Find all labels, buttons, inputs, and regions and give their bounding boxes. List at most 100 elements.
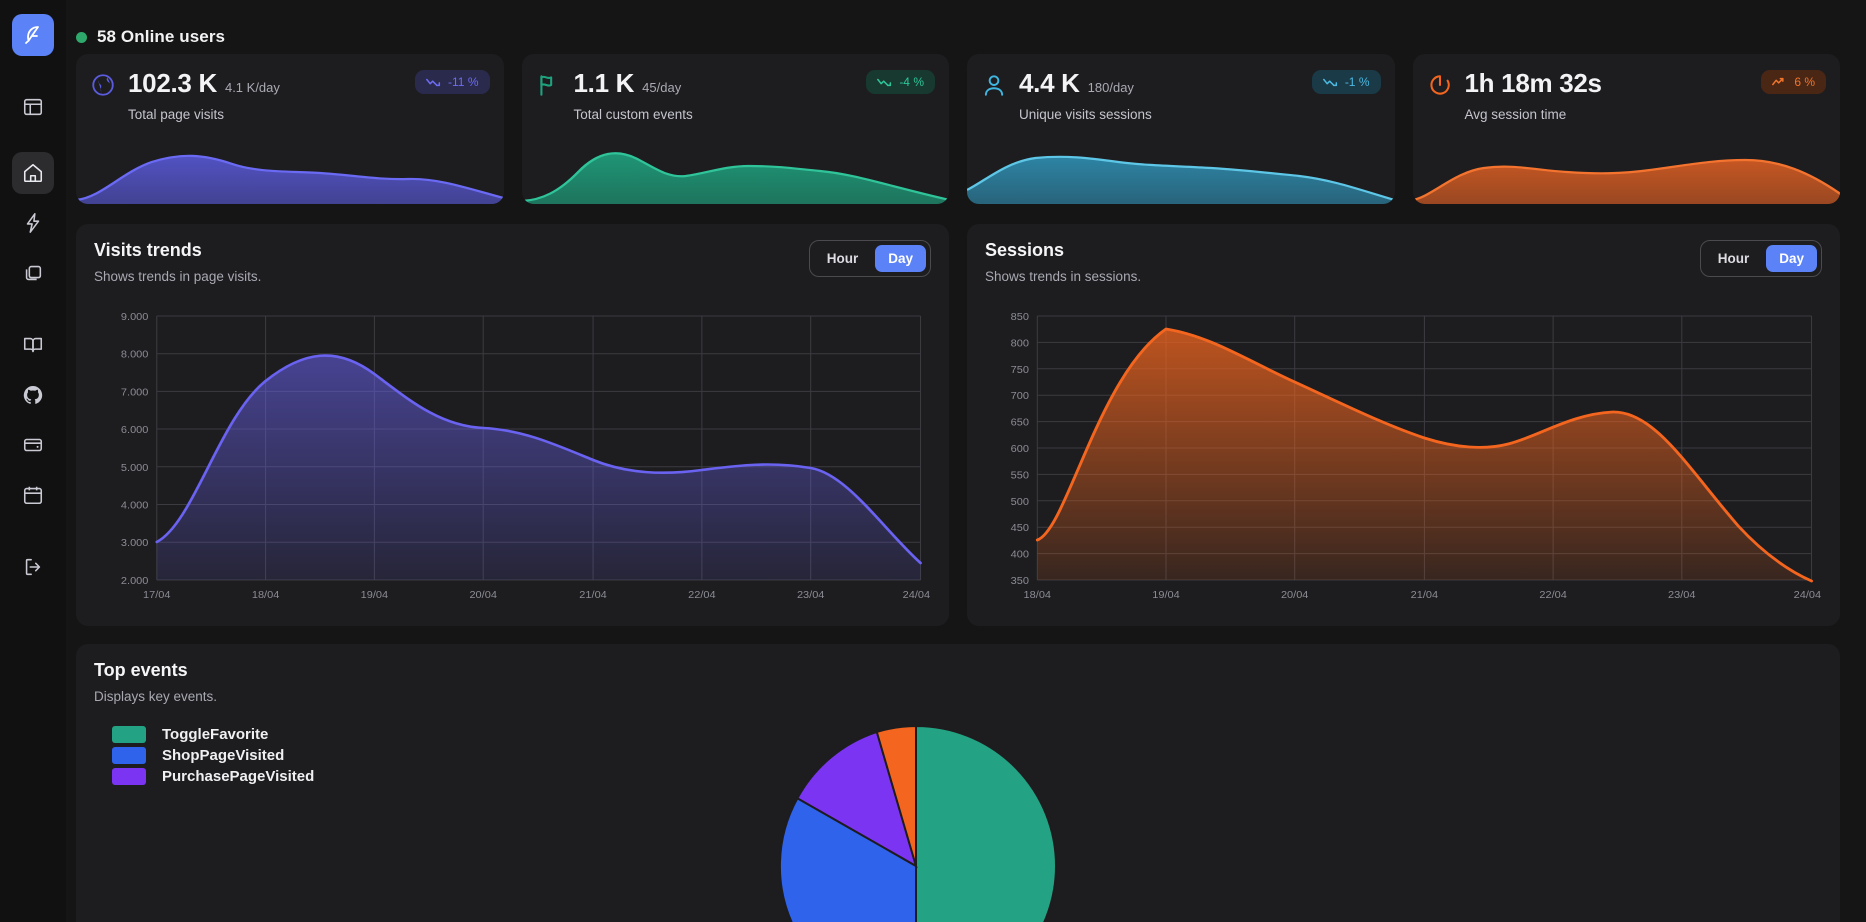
sidebar-item-logout[interactable] [12, 546, 54, 588]
sidebar-item-github[interactable] [12, 374, 54, 416]
panel-subtitle: Shows trends in sessions. [985, 269, 1142, 284]
visits-granularity-toggle[interactable]: Hour Day [808, 240, 931, 277]
kpi-badge-text: 6 % [1794, 75, 1815, 89]
feather-logo-icon [21, 23, 45, 47]
svg-text:450: 450 [1011, 522, 1029, 534]
github-icon [22, 384, 44, 406]
svg-text:750: 750 [1011, 364, 1029, 376]
y-axis-labels: 850 800 750 700 650 600 550 500 450 400 … [1011, 311, 1029, 587]
svg-text:550: 550 [1011, 470, 1029, 482]
kpi-card-unique-visits-sessions[interactable]: 4.4 K 180/day Unique visits sessions -1 … [967, 54, 1395, 204]
kpi-label: Avg session time [1464, 107, 1567, 122]
top-events-pie-chart[interactable] [766, 716, 1066, 922]
legend-label: ShopPageVisited [162, 747, 285, 764]
sidebar-item-home[interactable] [12, 152, 54, 194]
kpi-trend-badge: -11 % [415, 70, 490, 94]
online-users-label: 58 Online users [97, 27, 226, 46]
svg-text:3.000: 3.000 [121, 537, 148, 549]
sessions-chart[interactable]: 850 800 750 700 650 600 550 500 450 400 … [985, 298, 1822, 616]
y-axis-labels: 9.000 8.000 7.000 6.000 5.000 4.000 3.00… [121, 311, 148, 587]
panel-subtitle: Shows trends in page visits. [94, 269, 262, 284]
trend-panels-row: Visits trends Shows trends in page visit… [66, 204, 1866, 626]
lightning-bolt-icon [22, 212, 44, 234]
legend-item[interactable]: ToggleFavorite [112, 726, 614, 743]
copy-layers-icon [22, 262, 44, 284]
svg-text:850: 850 [1011, 311, 1029, 323]
legend-item[interactable]: PurchasePageVisited [112, 768, 614, 785]
trend-up-icon [1772, 77, 1787, 87]
svg-text:350: 350 [1011, 575, 1029, 587]
sidebar-item-analytics[interactable] [12, 202, 54, 244]
user-icon [981, 72, 1007, 98]
svg-text:7.000: 7.000 [121, 387, 148, 399]
panel-title: Sessions [985, 240, 1065, 260]
top-events-legend: ToggleFavorite ShopPageVisited PurchaseP… [94, 726, 614, 789]
main-content: 58 Online users 102.3 K [66, 0, 1866, 922]
visits-line [155, 354, 922, 565]
svg-text:9.000: 9.000 [121, 311, 148, 323]
legend-swatch [112, 747, 146, 764]
pie-slice-shoppagevisited [778, 796, 917, 922]
sidebar [0, 0, 66, 922]
flag-icon [536, 72, 562, 98]
kpi-sparkline [521, 138, 949, 204]
online-status-dot [76, 31, 87, 43]
svg-text:17/04: 17/04 [143, 589, 170, 601]
sidebar-item-billing[interactable] [12, 424, 54, 466]
top-events-panel: Top events Displays key events. ToggleFa… [76, 644, 1840, 922]
panel-subtitle: Displays key events. [94, 689, 218, 704]
sidebar-item-logo[interactable] [12, 14, 54, 56]
svg-text:6.000: 6.000 [121, 424, 148, 436]
svg-text:24/04: 24/04 [903, 589, 930, 601]
pie-slice-togglefavorite [915, 724, 1057, 922]
kpi-badge-text: -11 % [448, 75, 479, 89]
visits-trends-chart[interactable]: 9.000 8.000 7.000 6.000 5.000 4.000 3.00… [94, 298, 931, 616]
trend-down-icon [1322, 77, 1338, 87]
kpi-rate: 180/day [1087, 80, 1134, 95]
svg-text:700: 700 [1011, 390, 1029, 402]
sidebar-item-calendar[interactable] [12, 474, 54, 516]
svg-text:23/04: 23/04 [1668, 589, 1695, 601]
svg-text:23/04: 23/04 [797, 589, 824, 601]
svg-text:18/04: 18/04 [252, 589, 279, 601]
sessions-area [1037, 329, 1812, 581]
svg-text:20/04: 20/04 [1281, 589, 1308, 601]
svg-text:5.000: 5.000 [121, 462, 148, 474]
legend-swatch [112, 726, 146, 743]
svg-text:600: 600 [1011, 443, 1029, 455]
toggle-option-day[interactable]: Day [1766, 245, 1817, 272]
kpi-card-avg-session-time[interactable]: 1h 18m 32s Avg session time 6 % [1412, 54, 1840, 204]
sidebar-item-dashboard[interactable] [12, 86, 54, 128]
sidebar-item-layers[interactable] [12, 252, 54, 294]
kpi-trend-badge: -4 % [866, 70, 935, 94]
svg-text:4.000: 4.000 [121, 500, 148, 512]
panel-title: Visits trends [94, 240, 202, 260]
kpi-badge-text: -1 % [1344, 75, 1370, 89]
svg-text:2.000: 2.000 [121, 575, 148, 587]
sessions-granularity-toggle[interactable]: Hour Day [1699, 240, 1822, 277]
svg-text:20/04: 20/04 [469, 589, 496, 601]
x-axis-labels: 17/04 18/04 19/04 20/04 21/04 22/04 23/0… [143, 589, 930, 601]
kpi-card-total-page-visits[interactable]: 102.3 K 4.1 K/day Total page visits -11 … [76, 54, 504, 204]
svg-text:24/04: 24/04 [1794, 589, 1821, 601]
visits-area [156, 355, 921, 580]
online-users-row: 58 Online users [66, 0, 1866, 54]
kpi-trend-badge: -1 % [1311, 70, 1381, 94]
toggle-option-hour[interactable]: Hour [1717, 251, 1750, 266]
toggle-option-hour[interactable]: Hour [826, 251, 859, 266]
kpi-card-row: 102.3 K 4.1 K/day Total page visits -11 … [66, 54, 1866, 204]
svg-text:500: 500 [1011, 496, 1029, 508]
kpi-value: 1.1 K [573, 68, 635, 98]
kpi-value: 4.4 K [1019, 68, 1080, 98]
svg-text:22/04: 22/04 [1539, 589, 1566, 601]
kpi-card-total-custom-events[interactable]: 1.1 K 45/day Total custom events -4 % [521, 54, 949, 204]
kpi-trend-badge: 6 % [1761, 70, 1826, 94]
sidebar-item-docs[interactable] [12, 324, 54, 366]
kpi-sparkline [1412, 138, 1840, 204]
x-axis-labels: 18/04 19/04 20/04 21/04 22/04 23/04 24/0… [1024, 589, 1822, 601]
svg-text:650: 650 [1011, 417, 1029, 429]
legend-item[interactable]: ShopPageVisited [112, 747, 614, 764]
toggle-option-day[interactable]: Day [875, 245, 926, 272]
kpi-value: 1h 18m 32s [1464, 68, 1603, 98]
